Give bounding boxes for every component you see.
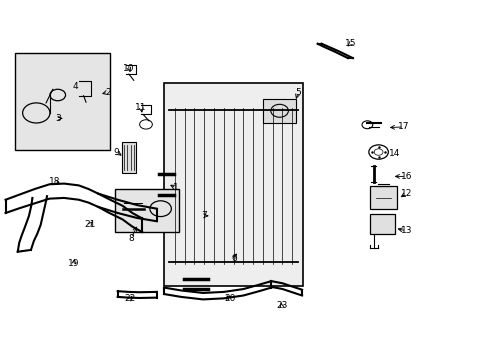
Text: 7: 7: [201, 211, 207, 220]
Bar: [115, 189, 178, 232]
Text: 8: 8: [128, 234, 134, 243]
Text: 11: 11: [135, 103, 146, 112]
Bar: [122, 142, 136, 173]
Text: 14: 14: [387, 149, 399, 158]
Text: 17: 17: [397, 122, 409, 131]
Text: 9: 9: [114, 148, 120, 157]
Text: 22: 22: [124, 294, 136, 303]
Text: 18: 18: [48, 177, 60, 186]
Text: 20: 20: [224, 294, 235, 303]
Bar: [263, 99, 296, 123]
Text: 15: 15: [344, 39, 355, 48]
Text: 5: 5: [295, 87, 301, 96]
Text: 12: 12: [400, 189, 411, 198]
Text: 2: 2: [105, 87, 111, 96]
Bar: [163, 83, 303, 286]
Text: 3: 3: [55, 114, 61, 123]
Text: 4: 4: [72, 82, 78, 91]
Text: 10: 10: [123, 64, 134, 73]
Text: 21: 21: [84, 220, 96, 229]
Text: 19: 19: [68, 259, 80, 268]
Text: 23: 23: [275, 301, 286, 310]
FancyBboxPatch shape: [369, 214, 394, 234]
Text: 16: 16: [400, 172, 411, 181]
Text: 1: 1: [173, 183, 179, 192]
FancyBboxPatch shape: [369, 186, 396, 209]
Bar: [15, 53, 110, 149]
Text: 6: 6: [230, 254, 236, 263]
Text: 13: 13: [400, 226, 411, 235]
